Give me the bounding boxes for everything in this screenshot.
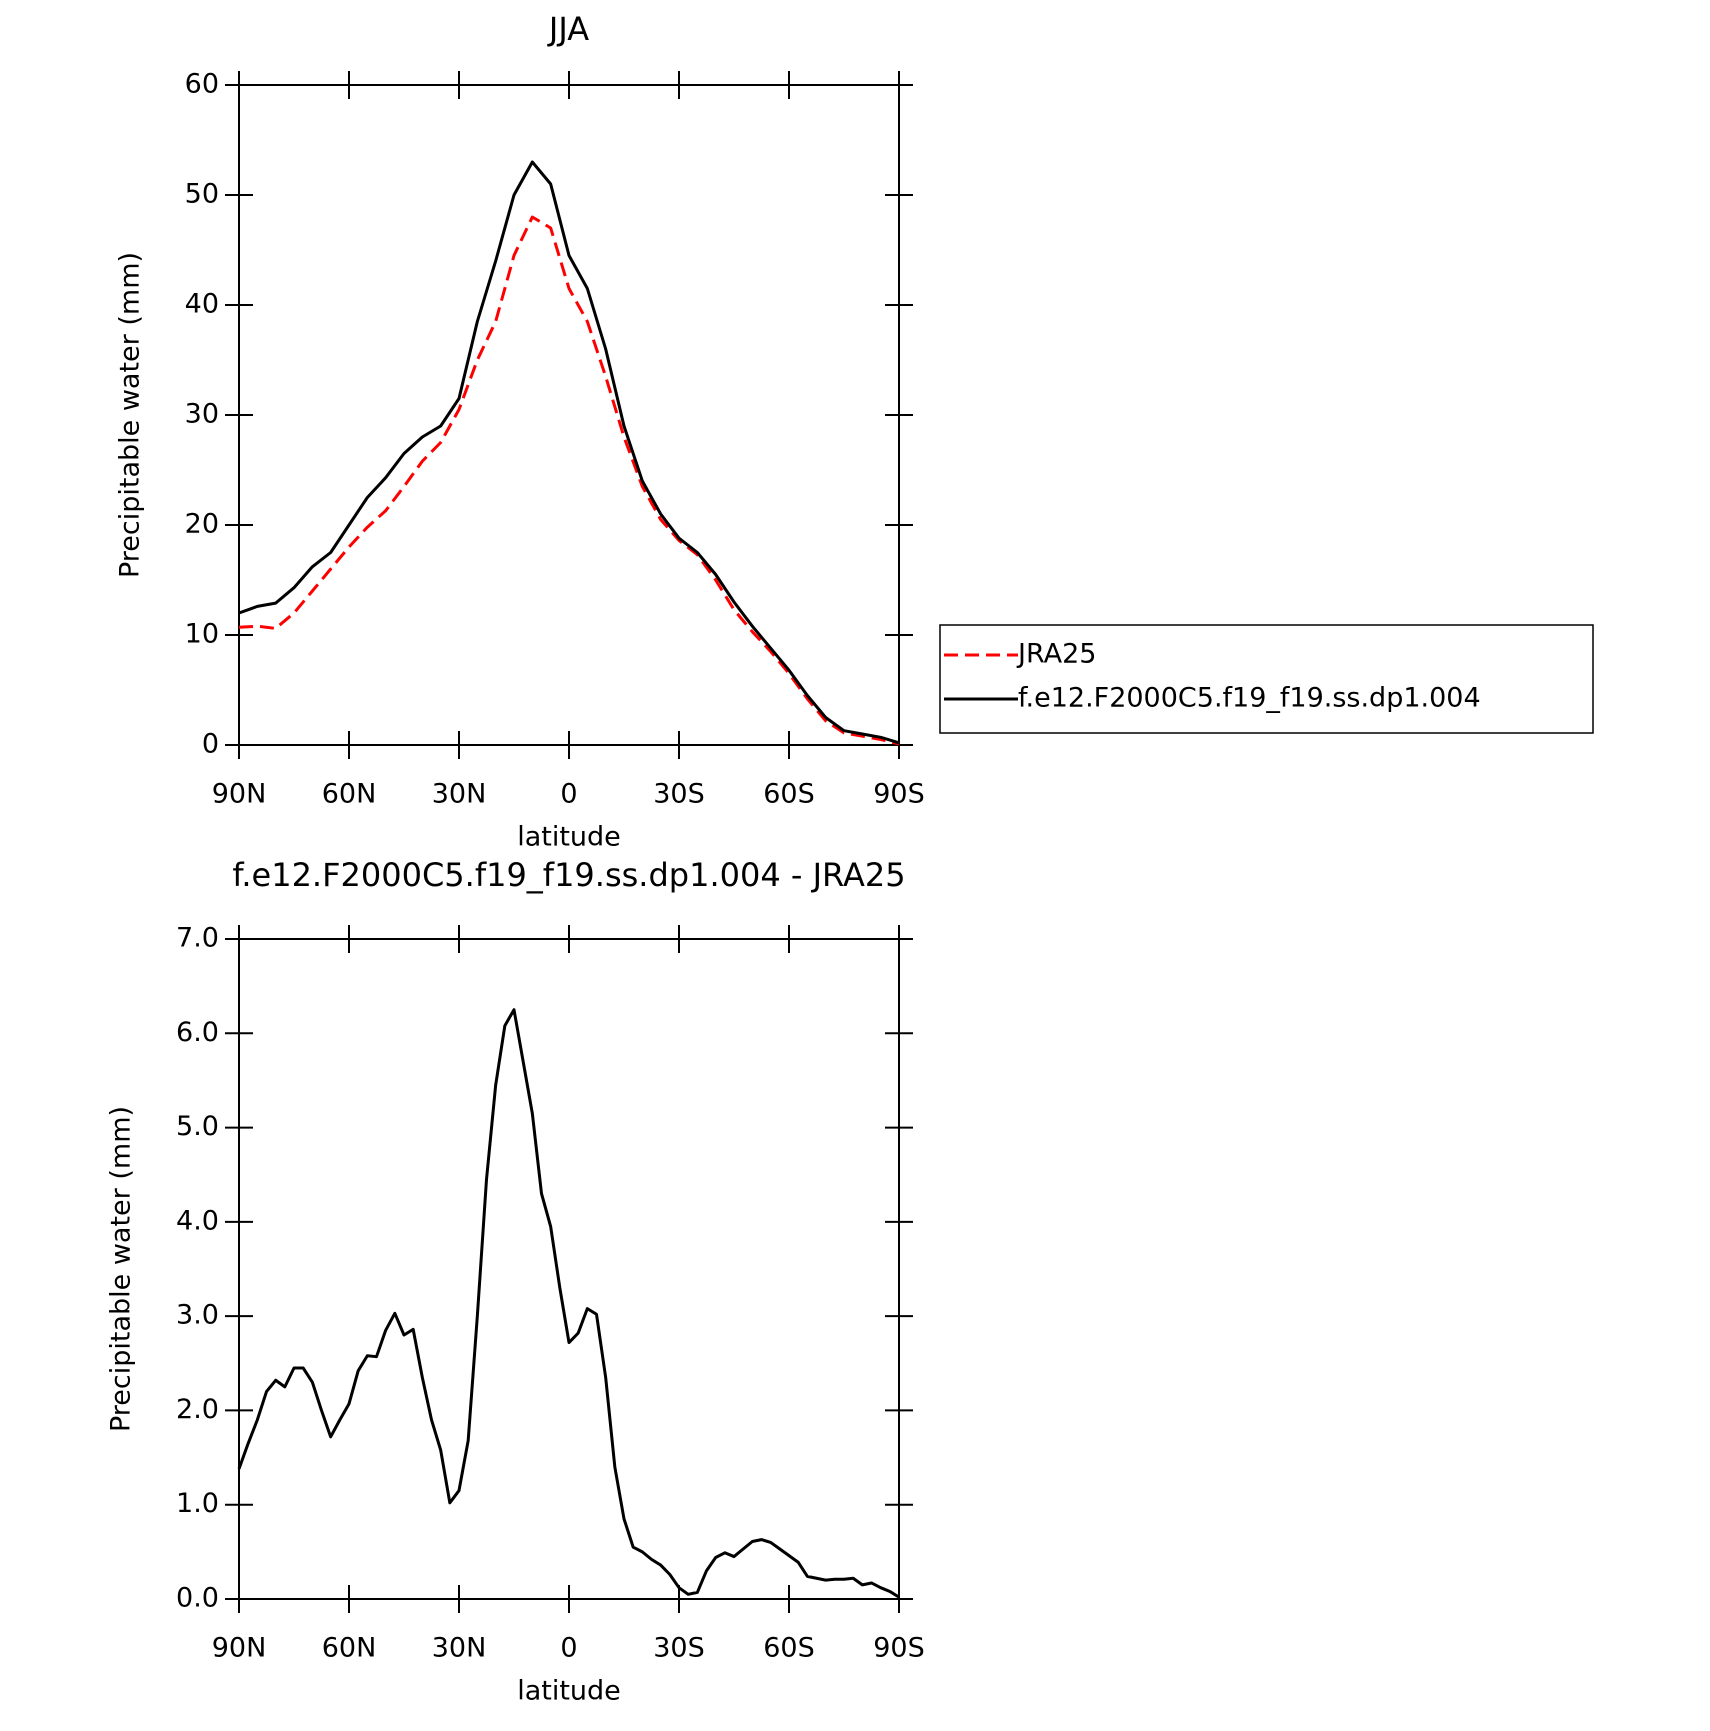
x-tick-label: 60N [322, 779, 377, 810]
series-line [237, 1008, 900, 1599]
x-axis-label: latitude [517, 1676, 621, 1707]
chart-title: JJA [547, 10, 589, 48]
y-tick-label: 0.0 [176, 1583, 219, 1614]
y-tick-label: 3.0 [176, 1300, 219, 1331]
x-axis-label: latitude [517, 822, 621, 853]
legend-label: f.e12.F2000C5.f19_f19.ss.dp1.004 [1018, 683, 1481, 714]
plot-frame [238, 938, 900, 1600]
series-line [238, 215, 900, 746]
y-tick-label: 10 [185, 619, 219, 650]
x-tick-label: 90S [873, 779, 925, 810]
x-tick-label: 30S [653, 1633, 705, 1664]
y-tick-label: 5.0 [176, 1111, 219, 1142]
y-tick-label: 1.0 [176, 1488, 219, 1519]
series-line [238, 160, 900, 745]
x-tick-label: 90N [212, 1633, 267, 1664]
y-axis-label: Precipitable water (mm) [115, 252, 146, 578]
y-tick-label: 6.0 [176, 1017, 219, 1048]
y-tick-label: 4.0 [176, 1205, 219, 1236]
x-tick-label: 30N [432, 779, 487, 810]
y-tick-label: 7.0 [176, 923, 219, 954]
plot-frame [238, 84, 900, 746]
chart: JJA 0 10 20 30 40 50 60 90N 60N 30N 0 30S 60S 90S latit… [115, 10, 1594, 853]
chart-title: f.e12.F2000C5.f19_f19.ss.dp1.004 - JRA25 [232, 856, 905, 894]
legend-label: JRA25 [1016, 639, 1096, 670]
x-tick-label: 90N [212, 779, 267, 810]
y-tick-label: 30 [185, 399, 219, 430]
legend-box [939, 624, 1594, 734]
y-tick-label: 2.0 [176, 1394, 219, 1425]
x-tick-label: 60S [763, 1633, 815, 1664]
x-tick-label: 60S [763, 779, 815, 810]
y-tick-label: 60 [185, 69, 219, 100]
x-tick-label: 0 [560, 1633, 577, 1664]
y-axis-label: Precipitable water (mm) [106, 1106, 137, 1432]
x-tick-label: 30N [432, 1633, 487, 1664]
x-tick-label: 90S [873, 1633, 925, 1664]
y-tick-label: 20 [185, 509, 219, 540]
x-tick-label: 0 [560, 779, 577, 810]
y-tick-label: 0 [202, 729, 219, 760]
x-tick-label: 30S [653, 779, 705, 810]
chart: f.e12.F2000C5.f19_f19.ss.dp1.004 - JRA25… [106, 856, 925, 1707]
y-tick-label: 40 [185, 289, 219, 320]
x-tick-label: 60N [322, 1633, 377, 1664]
y-tick-label: 50 [185, 179, 219, 210]
